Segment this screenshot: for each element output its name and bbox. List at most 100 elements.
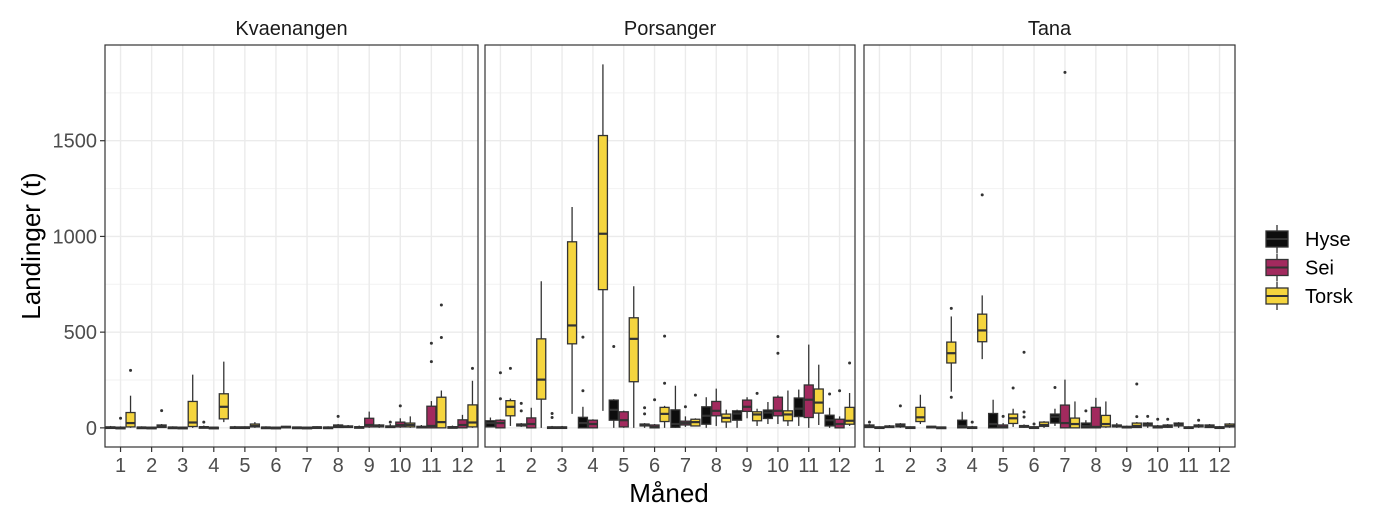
- box-torsk-month-1: [505, 366, 516, 426]
- outlier-point: [581, 335, 585, 339]
- outlier-point: [1146, 414, 1150, 418]
- y-axis-title: Landinger (t): [16, 172, 46, 319]
- box: [782, 410, 794, 422]
- box-sei-month-10: [395, 404, 406, 428]
- box: [731, 410, 743, 421]
- facet-title: Porsanger: [624, 18, 717, 40]
- box-hyse-month-5: [987, 399, 999, 429]
- box-torsk-month-10: [405, 416, 416, 428]
- x-tick-label: 7: [301, 455, 312, 477]
- box-hyse-month-10: [762, 402, 774, 425]
- outlier-point: [1063, 70, 1067, 74]
- outlier-point: [1011, 386, 1015, 390]
- legend-label: Torsk: [1305, 286, 1354, 308]
- box-torsk-month-9: [751, 391, 763, 426]
- x-tick-label: 8: [1090, 455, 1101, 477]
- outlier-point: [1156, 417, 1160, 421]
- box-sei-month-2: [146, 426, 157, 430]
- outlier-point: [550, 416, 554, 420]
- box-sei-month-6: [270, 426, 282, 430]
- box-hyse-month-1: [105, 425, 116, 430]
- box-sei-month-4: [587, 419, 599, 429]
- box-sei-month-9: [1121, 425, 1132, 429]
- box: [436, 396, 447, 429]
- box-hyse-month-7: [670, 385, 681, 428]
- outlier-point: [1166, 417, 1170, 421]
- box-torsk-month-4: [597, 64, 609, 411]
- x-tick-label: 6: [649, 455, 660, 477]
- y-tick-label: 500: [64, 322, 97, 344]
- box-sei-month-12: [834, 389, 845, 429]
- box-hyse-month-12: [1204, 424, 1215, 429]
- box: [957, 419, 968, 429]
- box-hyse-month-3: [546, 412, 558, 430]
- x-tick-label: 7: [680, 455, 691, 477]
- box: [1100, 414, 1112, 428]
- box: [1059, 404, 1071, 429]
- x-tick-label: 10: [1147, 455, 1169, 477]
- box: [536, 338, 547, 400]
- x-tick-label: 3: [936, 455, 947, 477]
- box-torsk-month-3: [566, 206, 578, 414]
- box-torsk-month-7: [1069, 401, 1081, 429]
- box-hyse-month-3: [926, 425, 937, 429]
- box-hyse-month-9: [1111, 423, 1122, 428]
- box-hyse-month-11: [1173, 422, 1184, 428]
- box: [987, 412, 999, 429]
- x-tick-label: 9: [1121, 455, 1132, 477]
- box-torsk-month-12: [1224, 423, 1235, 428]
- outlier-point: [867, 420, 871, 424]
- x-tick-label: 5: [618, 455, 629, 477]
- outlier-point: [643, 406, 647, 410]
- box-sei-month-9: [364, 411, 375, 428]
- x-tick-label: 8: [711, 455, 722, 477]
- box-hyse-month-12: [447, 425, 458, 429]
- y-tick-label: 1000: [53, 226, 98, 248]
- outlier-point: [398, 404, 402, 408]
- outlier-point: [129, 368, 133, 372]
- legend-item-torsk: Torsk: [1265, 282, 1354, 310]
- box-sei-month-1: [115, 416, 126, 430]
- box-hyse-month-1: [864, 420, 875, 429]
- box-torsk-month-2: [536, 281, 547, 428]
- outlier-point: [1022, 410, 1026, 414]
- facet-title: Tana: [1028, 18, 1072, 40]
- outlier-point: [336, 414, 340, 418]
- box-hyse-month-2: [136, 426, 147, 430]
- box-hyse-month-7: [291, 426, 303, 430]
- box-hyse-month-6: [260, 426, 272, 430]
- outlier-point: [439, 303, 443, 307]
- box: [457, 419, 468, 429]
- outlier-point: [119, 416, 123, 420]
- box: [628, 317, 639, 383]
- outlier-point: [160, 409, 164, 413]
- outlier-point: [439, 336, 443, 340]
- box-torsk-month-1: [125, 368, 136, 428]
- outlier-point: [1084, 409, 1088, 413]
- x-tick-label: 5: [239, 455, 250, 477]
- x-tick-label: 10: [767, 455, 789, 477]
- x-tick-label: 5: [998, 455, 1009, 477]
- box-hyse-month-6: [639, 406, 650, 428]
- outlier-point: [1135, 415, 1139, 419]
- x-tick-label: 1: [115, 455, 126, 477]
- box-torsk-month-11: [436, 303, 447, 429]
- box-sei-month-11: [1183, 426, 1194, 430]
- outlier-point: [581, 389, 585, 393]
- box-torsk-month-5: [628, 286, 639, 428]
- box: [526, 417, 537, 429]
- box: [803, 384, 814, 419]
- box-torsk-month-3: [187, 374, 198, 428]
- outlier-point: [980, 193, 984, 197]
- x-tick-label: 4: [967, 455, 978, 477]
- outlier-point: [848, 361, 852, 365]
- outlier-point: [202, 420, 206, 424]
- box-sei-month-10: [772, 335, 784, 425]
- y-tick-label: 0: [86, 418, 97, 440]
- box-hyse-month-8: [701, 397, 712, 428]
- box-hyse-month-5: [229, 425, 241, 430]
- box-torsk-month-2: [915, 394, 926, 425]
- box-hyse-month-11: [416, 424, 427, 429]
